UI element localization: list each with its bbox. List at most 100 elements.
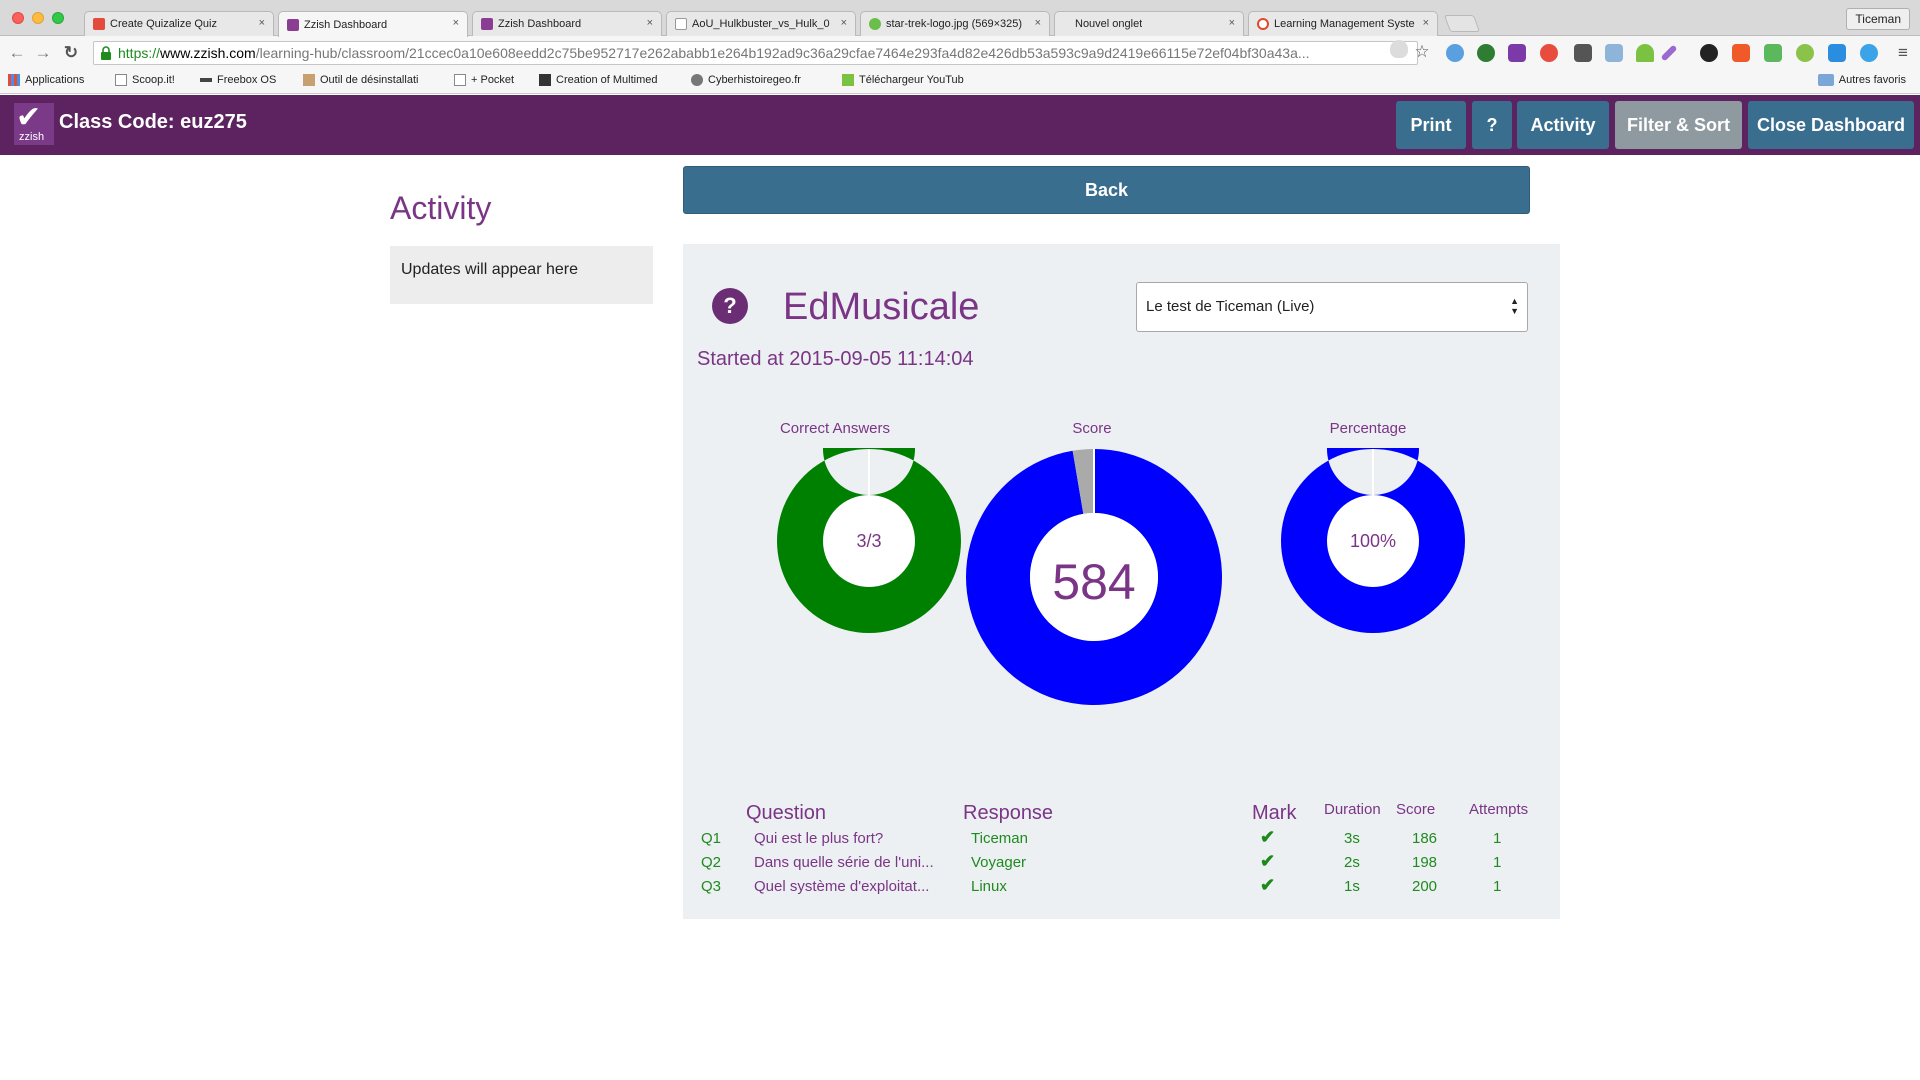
lms-favicon-icon: [1257, 18, 1269, 30]
folder-icon: [1817, 74, 1834, 86]
bookmark-item[interactable]: Creation of Multimed: [539, 74, 658, 86]
bookmark-star-icon[interactable]: ☆: [1414, 42, 1430, 61]
shield-icon[interactable]: [1390, 40, 1408, 58]
window-zoom-icon[interactable]: [52, 12, 64, 24]
row-attempts: 1: [1493, 878, 1502, 895]
bookmark-other-folder[interactable]: Autres favoris: [1817, 74, 1906, 86]
score-donut: [966, 449, 1222, 705]
percentage-donut: [1281, 448, 1465, 633]
row-question-text[interactable]: Qui est le plus fort?: [754, 830, 884, 847]
new-tab-button[interactable]: [1443, 15, 1481, 32]
tab-title: AoU_Hulkbuster_vs_Hulk_0: [692, 18, 830, 30]
tab-close-icon[interactable]: ×: [840, 17, 847, 29]
question-circle-icon: ?: [712, 288, 748, 324]
page-icon: [115, 74, 127, 86]
help-button[interactable]: ?: [1472, 101, 1512, 149]
browser-tab[interactable]: Create Quizalize Quiz ×: [84, 11, 274, 36]
tab-close-icon[interactable]: ×: [1034, 17, 1041, 29]
tab-title: Learning Management Syste: [1274, 18, 1415, 30]
bookmark-item[interactable]: Téléchargeur YouTub: [842, 74, 964, 86]
extension-pin-icon[interactable]: [1636, 44, 1654, 62]
browser-tab[interactable]: AoU_Hulkbuster_vs_Hulk_0 ×: [666, 11, 856, 36]
browser-tab-active[interactable]: Zzish Dashboard ×: [278, 11, 468, 37]
window-minimize-icon[interactable]: [32, 12, 44, 24]
back-arrow-icon[interactable]: ←: [8, 43, 26, 62]
back-button[interactable]: Back: [683, 166, 1530, 214]
tab-close-icon[interactable]: ×: [452, 17, 459, 29]
extension-dot-icon[interactable]: [1796, 44, 1814, 62]
extension-download-icon[interactable]: [1477, 44, 1495, 62]
donut-slice: [1072, 449, 1094, 514]
extension-circle-icon[interactable]: [1700, 44, 1718, 62]
row-question-text[interactable]: Dans quelle série de l'uni...: [754, 854, 934, 871]
cyber-icon: [691, 74, 703, 86]
bookmarks-bar: Applications Scoop.it! Freebox OS Outil …: [0, 70, 1920, 94]
student-select[interactable]: Le test de Ticeman (Live) ▲ ▼: [1136, 282, 1528, 332]
row-attempts: 1: [1493, 830, 1502, 847]
row-score: 198: [1412, 854, 1438, 871]
bookmark-item[interactable]: Scoop.it!: [115, 74, 175, 86]
onenote-icon[interactable]: [1508, 44, 1526, 62]
row-duration: 1s: [1344, 878, 1360, 895]
row-duration: 2s: [1344, 854, 1360, 871]
download-arrow-icon: [842, 74, 854, 86]
url-host: www.zzish.com: [160, 45, 256, 61]
camera-icon[interactable]: [1605, 44, 1623, 62]
col-header-response: Response: [963, 802, 1054, 824]
bookmark-item[interactable]: Applications: [8, 74, 84, 86]
row-response: Linux: [971, 878, 1007, 895]
print-button[interactable]: Print: [1396, 101, 1466, 149]
browser-tab[interactable]: Zzish Dashboard ×: [472, 11, 662, 36]
bookmark-item[interactable]: Cyberhistoiregeo.fr: [691, 74, 801, 86]
extension-bird-icon[interactable]: [1860, 44, 1878, 62]
filter-sort-button[interactable]: Filter & Sort: [1615, 101, 1742, 149]
quizalize-favicon-icon: [93, 18, 105, 30]
tab-title: Zzish Dashboard: [304, 18, 388, 31]
select-value: Le test de Ticeman (Live): [1146, 298, 1315, 315]
address-bar[interactable]: https://www.zzish.com/learning-hub/class…: [93, 41, 1418, 65]
browser-menu-icon[interactable]: ≡: [1898, 43, 1908, 62]
zzish-favicon-icon: [287, 18, 299, 31]
window-close-icon[interactable]: [12, 12, 24, 24]
tab-title: Zzish Dashboard: [498, 18, 582, 30]
percentage-value: 100%: [1349, 530, 1397, 551]
forward-arrow-icon[interactable]: →: [34, 43, 52, 62]
url-path: /learning-hub/classroom/21ccec0a10e608ee…: [255, 45, 1310, 61]
extension-tools-icon[interactable]: [1574, 44, 1592, 62]
activity-button[interactable]: Activity: [1517, 101, 1609, 149]
tab-close-icon[interactable]: ×: [646, 17, 653, 29]
extension-puzzle-icon[interactable]: [1446, 44, 1464, 62]
tab-close-icon[interactable]: ×: [258, 17, 265, 29]
browser-tab[interactable]: Learning Management Syste ×: [1248, 11, 1438, 36]
bookmark-label: Freebox OS: [217, 74, 277, 86]
close-dashboard-button[interactable]: Close Dashboard: [1748, 101, 1914, 149]
bookmark-item[interactable]: Freebox OS: [200, 74, 276, 86]
row-question-text[interactable]: Quel système d'exploitat...: [754, 878, 930, 895]
extension-asterisk-icon[interactable]: [1540, 44, 1558, 62]
bookmark-item[interactable]: Outil de désinstallati: [303, 74, 418, 86]
bookmark-label: Outil de désinstallati: [320, 74, 419, 86]
extension-person-icon[interactable]: [1828, 44, 1846, 62]
browser-tab-bar: Create Quizalize Quiz × Zzish Dashboard …: [0, 0, 1920, 37]
multimedia-icon: [539, 74, 551, 86]
bookmark-flag-icon[interactable]: [1732, 44, 1750, 62]
profile-button[interactable]: Ticeman: [1846, 8, 1910, 30]
tab-close-icon[interactable]: ×: [1228, 17, 1235, 29]
logo-text: zzish: [19, 131, 45, 143]
tab-title: Nouvel onglet: [1075, 18, 1143, 30]
quiz-results-panel: ? EdMusicale Started at 2015-09-05 11:14…: [683, 244, 1560, 919]
browser-tab[interactable]: Nouvel onglet ×: [1054, 11, 1244, 36]
app-header: ✔ zzish Class Code: euz275 Print ? Activ…: [0, 95, 1920, 155]
browser-tab[interactable]: star-trek-logo.jpg (569×325) ×: [860, 11, 1050, 36]
bookmark-label: + Pocket: [471, 74, 515, 86]
chart-title-correct: Correct Answers: [779, 420, 891, 437]
donut-hole: [823, 495, 915, 587]
bookmark-label: Scoop.it!: [132, 74, 175, 86]
tab-close-icon[interactable]: ×: [1422, 17, 1429, 29]
row-duration: 3s: [1344, 830, 1360, 847]
reload-icon[interactable]: ↻: [63, 43, 79, 62]
extension-window-icon[interactable]: [1764, 44, 1782, 62]
row-question-number: Q2: [701, 854, 722, 871]
donut-hole: [1030, 513, 1158, 641]
bookmark-item[interactable]: + Pocket: [454, 74, 514, 86]
